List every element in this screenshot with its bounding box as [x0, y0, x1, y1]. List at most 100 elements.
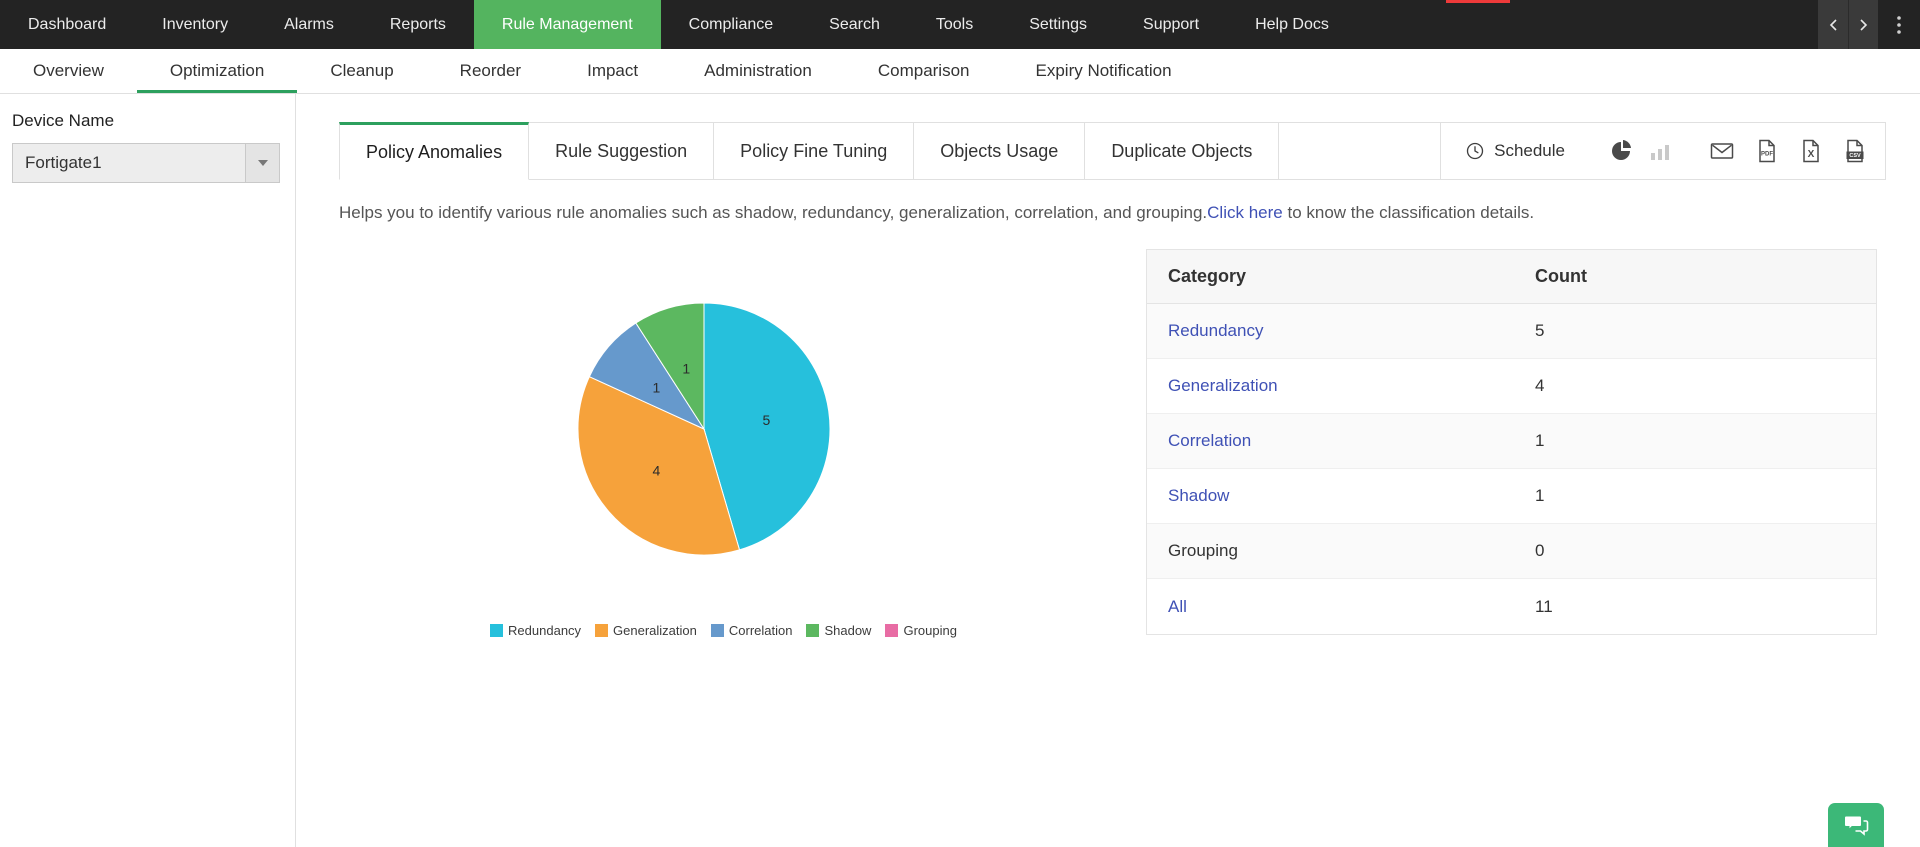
overflow-menu-icon[interactable]: [1878, 0, 1920, 49]
count-value: 11: [1535, 596, 1553, 616]
nav-item-support[interactable]: Support: [1143, 15, 1200, 33]
nav-item-tools[interactable]: Tools: [935, 15, 974, 33]
top-nav-right-controls: [1818, 0, 1920, 49]
device-name-label: Device Name: [12, 111, 115, 130]
tab-objects-usage[interactable]: Objects Usage: [914, 122, 1086, 180]
anomaly-count-table: Category Count Redundancy 5 Generalizati…: [1146, 249, 1877, 635]
schedule-label: Schedule: [1494, 141, 1565, 160]
legend-swatch: [806, 624, 820, 637]
excel-export-icon[interactable]: X: [1799, 138, 1823, 164]
count-value: 1: [1535, 486, 1545, 505]
tab-rule-suggestion[interactable]: Rule Suggestion: [529, 122, 715, 180]
schedule-button[interactable]: Schedule: [1440, 122, 1589, 180]
nav-item-help-docs[interactable]: Help Docs: [1255, 15, 1329, 33]
pie-chart-icon[interactable]: [1609, 139, 1633, 163]
pie-value-label: 1: [653, 380, 661, 396]
subnav-item-administration[interactable]: Administration: [704, 61, 812, 80]
svg-text:CSV: CSV: [1849, 153, 1861, 159]
device-select-value: Fortigate1: [25, 153, 102, 172]
tab-policy-anomalies[interactable]: Policy Anomalies: [339, 122, 530, 180]
legend-swatch: [710, 624, 724, 637]
recording-indicator-bar: [1446, 0, 1510, 3]
nav-item-search[interactable]: Search: [829, 15, 880, 33]
nav-scroll-arrows: [1818, 0, 1878, 49]
nav-item-compliance[interactable]: Compliance: [688, 15, 774, 33]
legend-item-shadow[interactable]: Shadow: [806, 623, 871, 638]
device-select[interactable]: Fortigate1: [12, 143, 280, 183]
subnav-item-reorder[interactable]: Reorder: [459, 61, 522, 80]
anomalies-pie-chart: 5 4 1 1: [577, 302, 831, 556]
count-value: 1: [1535, 431, 1545, 450]
pie-chart-block: 5 4 1 1 Redundancy Generalization Correlati…: [339, 249, 1108, 638]
pdf-export-icon[interactable]: PDF: [1755, 138, 1779, 164]
main-content: Policy Anomalies Rule Suggestion Policy …: [296, 94, 1920, 847]
description-text-after: to know the classification details.: [1282, 203, 1535, 222]
subnav-item-cleanup[interactable]: Cleanup: [330, 61, 394, 80]
anomaly-description: Helps you to identify various rule anoma…: [339, 203, 1886, 223]
category-link-all[interactable]: All: [1168, 596, 1187, 616]
pie-value-label: 4: [653, 462, 661, 478]
subnav-item-optimization[interactable]: Optimization: [136, 49, 298, 93]
count-value: 5: [1535, 321, 1545, 340]
chart-legend: Redundancy Generalization Correlation Sh…: [339, 623, 1108, 638]
chart-view-toggle: [1589, 122, 1691, 180]
nav-scroll-right-icon[interactable]: [1848, 0, 1878, 49]
chat-icon: [1842, 813, 1870, 837]
nav-item-dashboard[interactable]: Dashboard: [28, 15, 107, 33]
table-row-grouping: Grouping 0: [1147, 524, 1876, 579]
table-header-row: Category Count: [1147, 250, 1876, 304]
legend-label: Redundancy: [508, 623, 582, 638]
count-value: 0: [1535, 541, 1545, 560]
svg-text:X: X: [1808, 149, 1815, 160]
table-row-correlation: Correlation 1: [1147, 414, 1876, 469]
category-label-grouping: Grouping: [1168, 541, 1238, 560]
category-link-redundancy[interactable]: Redundancy: [1168, 321, 1264, 340]
category-link-generalization[interactable]: Generalization: [1168, 376, 1278, 395]
sub-nav: Overview Optimization Cleanup Reorder Im…: [0, 49, 1920, 94]
legend-item-redundancy[interactable]: Redundancy: [490, 623, 581, 638]
clock-icon: [1465, 141, 1485, 161]
nav-item-inventory[interactable]: Inventory: [162, 15, 229, 33]
click-here-link[interactable]: Click here: [1207, 203, 1283, 222]
subnav-item-overview[interactable]: Overview: [33, 61, 104, 80]
chat-support-button[interactable]: [1828, 803, 1884, 847]
legend-item-grouping[interactable]: Grouping: [885, 623, 957, 638]
device-select-arrow[interactable]: [245, 144, 279, 182]
svg-text:PDF: PDF: [1761, 152, 1773, 158]
table-row-all: All 11: [1147, 579, 1876, 634]
nav-item-rule-management[interactable]: Rule Management: [473, 0, 661, 49]
column-header-category: Category: [1168, 266, 1247, 286]
pie-slice-shadow[interactable]: [635, 302, 705, 431]
legend-item-generalization[interactable]: Generalization: [595, 623, 697, 638]
legend-swatch: [595, 624, 609, 637]
chevron-down-icon: [257, 160, 268, 166]
export-toolbar: PDF X CSV: [1691, 122, 1886, 180]
category-link-correlation[interactable]: Correlation: [1168, 431, 1252, 450]
subnav-item-impact[interactable]: Impact: [587, 61, 639, 80]
csv-export-icon[interactable]: CSV: [1843, 138, 1867, 164]
legend-swatch: [490, 624, 504, 637]
description-text: Helps you to identify various rule anoma…: [339, 203, 1208, 222]
subnav-item-expiry-notification[interactable]: Expiry Notification: [1035, 61, 1172, 80]
nav-scroll-left-icon[interactable]: [1818, 0, 1848, 49]
tab-duplicate-objects[interactable]: Duplicate Objects: [1085, 122, 1280, 180]
table-row-shadow: Shadow 1: [1147, 469, 1876, 524]
tab-policy-fine-tuning[interactable]: Policy Fine Tuning: [714, 122, 915, 180]
nav-item-alarms[interactable]: Alarms: [284, 15, 334, 33]
legend-label: Generalization: [613, 623, 697, 638]
tab-strip-spacer: [1279, 122, 1441, 180]
bar-chart-icon[interactable]: [1649, 140, 1671, 162]
pie-slice-generalization[interactable]: [577, 375, 741, 556]
device-sidebar: Device Name Fortigate1: [0, 94, 296, 847]
table-row-generalization: Generalization 4: [1147, 359, 1876, 414]
subnav-item-comparison[interactable]: Comparison: [877, 61, 970, 80]
email-icon[interactable]: [1709, 139, 1735, 163]
nav-item-reports[interactable]: Reports: [389, 15, 446, 33]
legend-item-correlation[interactable]: Correlation: [710, 623, 792, 638]
legend-label: Shadow: [824, 623, 872, 638]
column-header-count: Count: [1535, 266, 1587, 286]
legend-label: Grouping: [903, 623, 957, 638]
nav-item-settings[interactable]: Settings: [1029, 15, 1088, 33]
pie-slice-redundancy[interactable]: [703, 302, 831, 551]
category-link-shadow[interactable]: Shadow: [1168, 486, 1230, 505]
